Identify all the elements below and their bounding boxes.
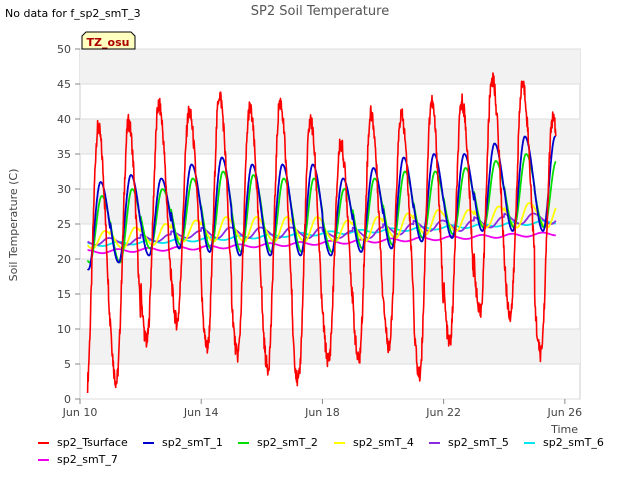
y-tick-label: 35 bbox=[57, 148, 71, 161]
x-axis-label: Time bbox=[550, 423, 578, 436]
legend-item-tsurface: sp2_Tsurface bbox=[38, 436, 128, 449]
y-tick-label: 5 bbox=[64, 358, 71, 371]
tag-box: TZ_osu bbox=[81, 31, 136, 50]
legend-label: sp2_Tsurface bbox=[57, 436, 128, 449]
legend-item-smt-4: sp2_smT_4 bbox=[334, 436, 414, 449]
y-axis: 0 5 10 15 20 25 30 35 40 45 50 bbox=[57, 43, 80, 406]
grid-band bbox=[80, 259, 580, 294]
legend-item-smt-5: sp2_smT_5 bbox=[429, 436, 509, 449]
legend-label: sp2_smT_5 bbox=[448, 436, 509, 449]
y-tick-label: 50 bbox=[57, 43, 71, 56]
legend-row-2: sp2_smT_7 bbox=[38, 453, 638, 470]
y-tick-label: 20 bbox=[57, 253, 71, 266]
legend-item-smt-1: sp2_smT_1 bbox=[143, 436, 223, 449]
legend-label: sp2_smT_1 bbox=[162, 436, 223, 449]
series-line-sp2-smt-6 bbox=[87, 219, 557, 247]
series-line-sp2-tsurface bbox=[86, 72, 557, 394]
x-tick-label: Jun 10 bbox=[62, 406, 98, 419]
legend-label: sp2_smT_7 bbox=[57, 453, 118, 466]
y-tick-label: 30 bbox=[57, 183, 71, 196]
y-tick-label: 0 bbox=[64, 393, 71, 406]
grid-band bbox=[80, 49, 580, 84]
y-tick-label: 15 bbox=[57, 288, 71, 301]
legend-item-smt-7: sp2_smT_7 bbox=[38, 453, 118, 466]
x-tick-label: Jun 18 bbox=[304, 406, 340, 419]
legend-item-smt-6: sp2_smT_6 bbox=[524, 436, 604, 449]
series-layer bbox=[86, 72, 557, 394]
tag-label: TZ_osu bbox=[87, 36, 130, 49]
y-tick-label: 25 bbox=[57, 218, 71, 231]
chart-title: SP2 Soil Temperature bbox=[251, 4, 389, 19]
x-tick-label: Jun 26 bbox=[547, 406, 583, 419]
legend: sp2_Tsurface sp2_smT_1 sp2_smT_2 sp2_smT… bbox=[38, 436, 638, 470]
y-tick-label: 40 bbox=[57, 113, 71, 126]
y-tick-label: 10 bbox=[57, 323, 71, 336]
legend-label: sp2_smT_4 bbox=[353, 436, 414, 449]
legend-row-1: sp2_Tsurface sp2_smT_1 sp2_smT_2 sp2_smT… bbox=[38, 436, 638, 453]
x-tick-label: Jun 14 bbox=[183, 406, 219, 419]
no-data-note: No data for f_sp2_smT_3 bbox=[5, 7, 141, 20]
y-tick-label: 45 bbox=[57, 78, 71, 91]
grid-band bbox=[80, 189, 580, 224]
x-tick-label: Jun 22 bbox=[425, 406, 461, 419]
legend-item-smt-2: sp2_smT_2 bbox=[238, 436, 318, 449]
y-axis-label: Soil Temperature (C) bbox=[7, 169, 20, 282]
legend-label: sp2_smT_6 bbox=[543, 436, 604, 449]
x-axis: Jun 10 Jun 14 Jun 18 Jun 22 Jun 26 bbox=[62, 399, 583, 419]
series-line-sp2-smt-7 bbox=[87, 231, 557, 255]
legend-label: sp2_smT_2 bbox=[257, 436, 318, 449]
